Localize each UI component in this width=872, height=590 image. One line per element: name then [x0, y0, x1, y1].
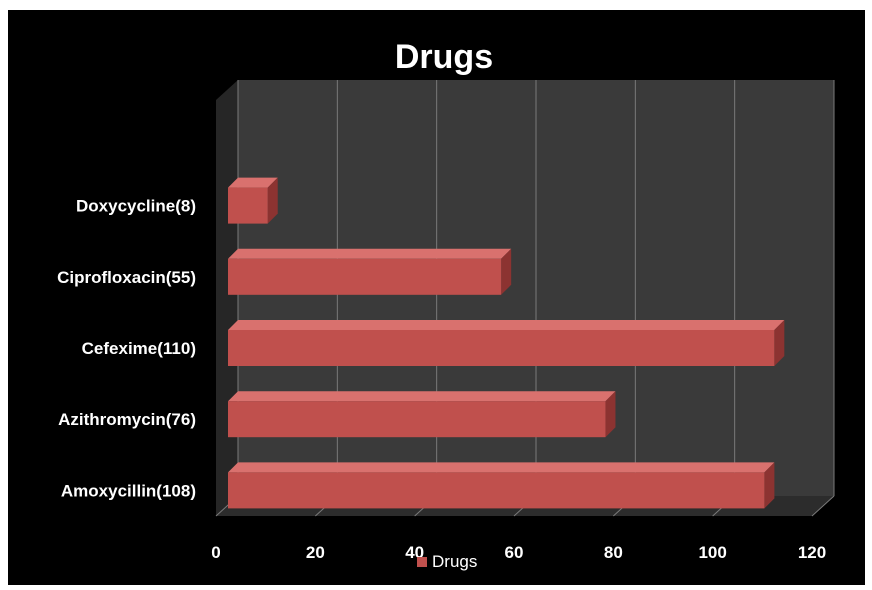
- bar: [228, 401, 606, 438]
- bars-group: [228, 177, 785, 509]
- plot-area: [215, 80, 835, 517]
- floor-gridline: [811, 495, 835, 517]
- x-tick-label: 0: [211, 543, 220, 562]
- y-category-label: Ciprofloxacin(55): [57, 268, 196, 287]
- bar-side-face: [774, 320, 785, 366]
- y-category-label: Amoxycillin(108): [61, 481, 196, 500]
- bar: [228, 258, 502, 295]
- legend-swatch: [417, 557, 427, 567]
- bar: [228, 330, 775, 366]
- bar: [228, 472, 765, 509]
- bar-top-face: [228, 462, 775, 473]
- bar-side-face: [605, 391, 616, 438]
- legend: Drugs: [417, 552, 477, 571]
- x-tick-label: 100: [698, 543, 726, 562]
- bar-top-face: [228, 320, 785, 330]
- bar-side-face: [764, 462, 775, 509]
- legend-label: Drugs: [432, 552, 477, 571]
- bar-top-face: [228, 177, 278, 188]
- y-category-label: Doxycycline(8): [76, 197, 196, 216]
- chart-title: Drugs: [395, 38, 493, 76]
- x-tick-label: 60: [505, 543, 524, 562]
- x-tick-label: 120: [798, 543, 826, 562]
- y-category-label: Azithromycin(76): [58, 410, 196, 429]
- x-tick-label: 20: [306, 543, 325, 562]
- bar-side-face: [501, 248, 512, 295]
- x-tick-label: 80: [604, 543, 623, 562]
- bar-top-face: [228, 248, 512, 259]
- plot-side-wall: [216, 80, 238, 516]
- bar: [228, 187, 268, 224]
- labels-group: 0 20 40 60 80 100 120Amoxycillin(108)Azithromy…: [57, 197, 826, 562]
- bar-side-face: [267, 177, 278, 224]
- bar-top-face: [228, 391, 616, 402]
- y-category-label: Cefexime(110): [82, 339, 196, 358]
